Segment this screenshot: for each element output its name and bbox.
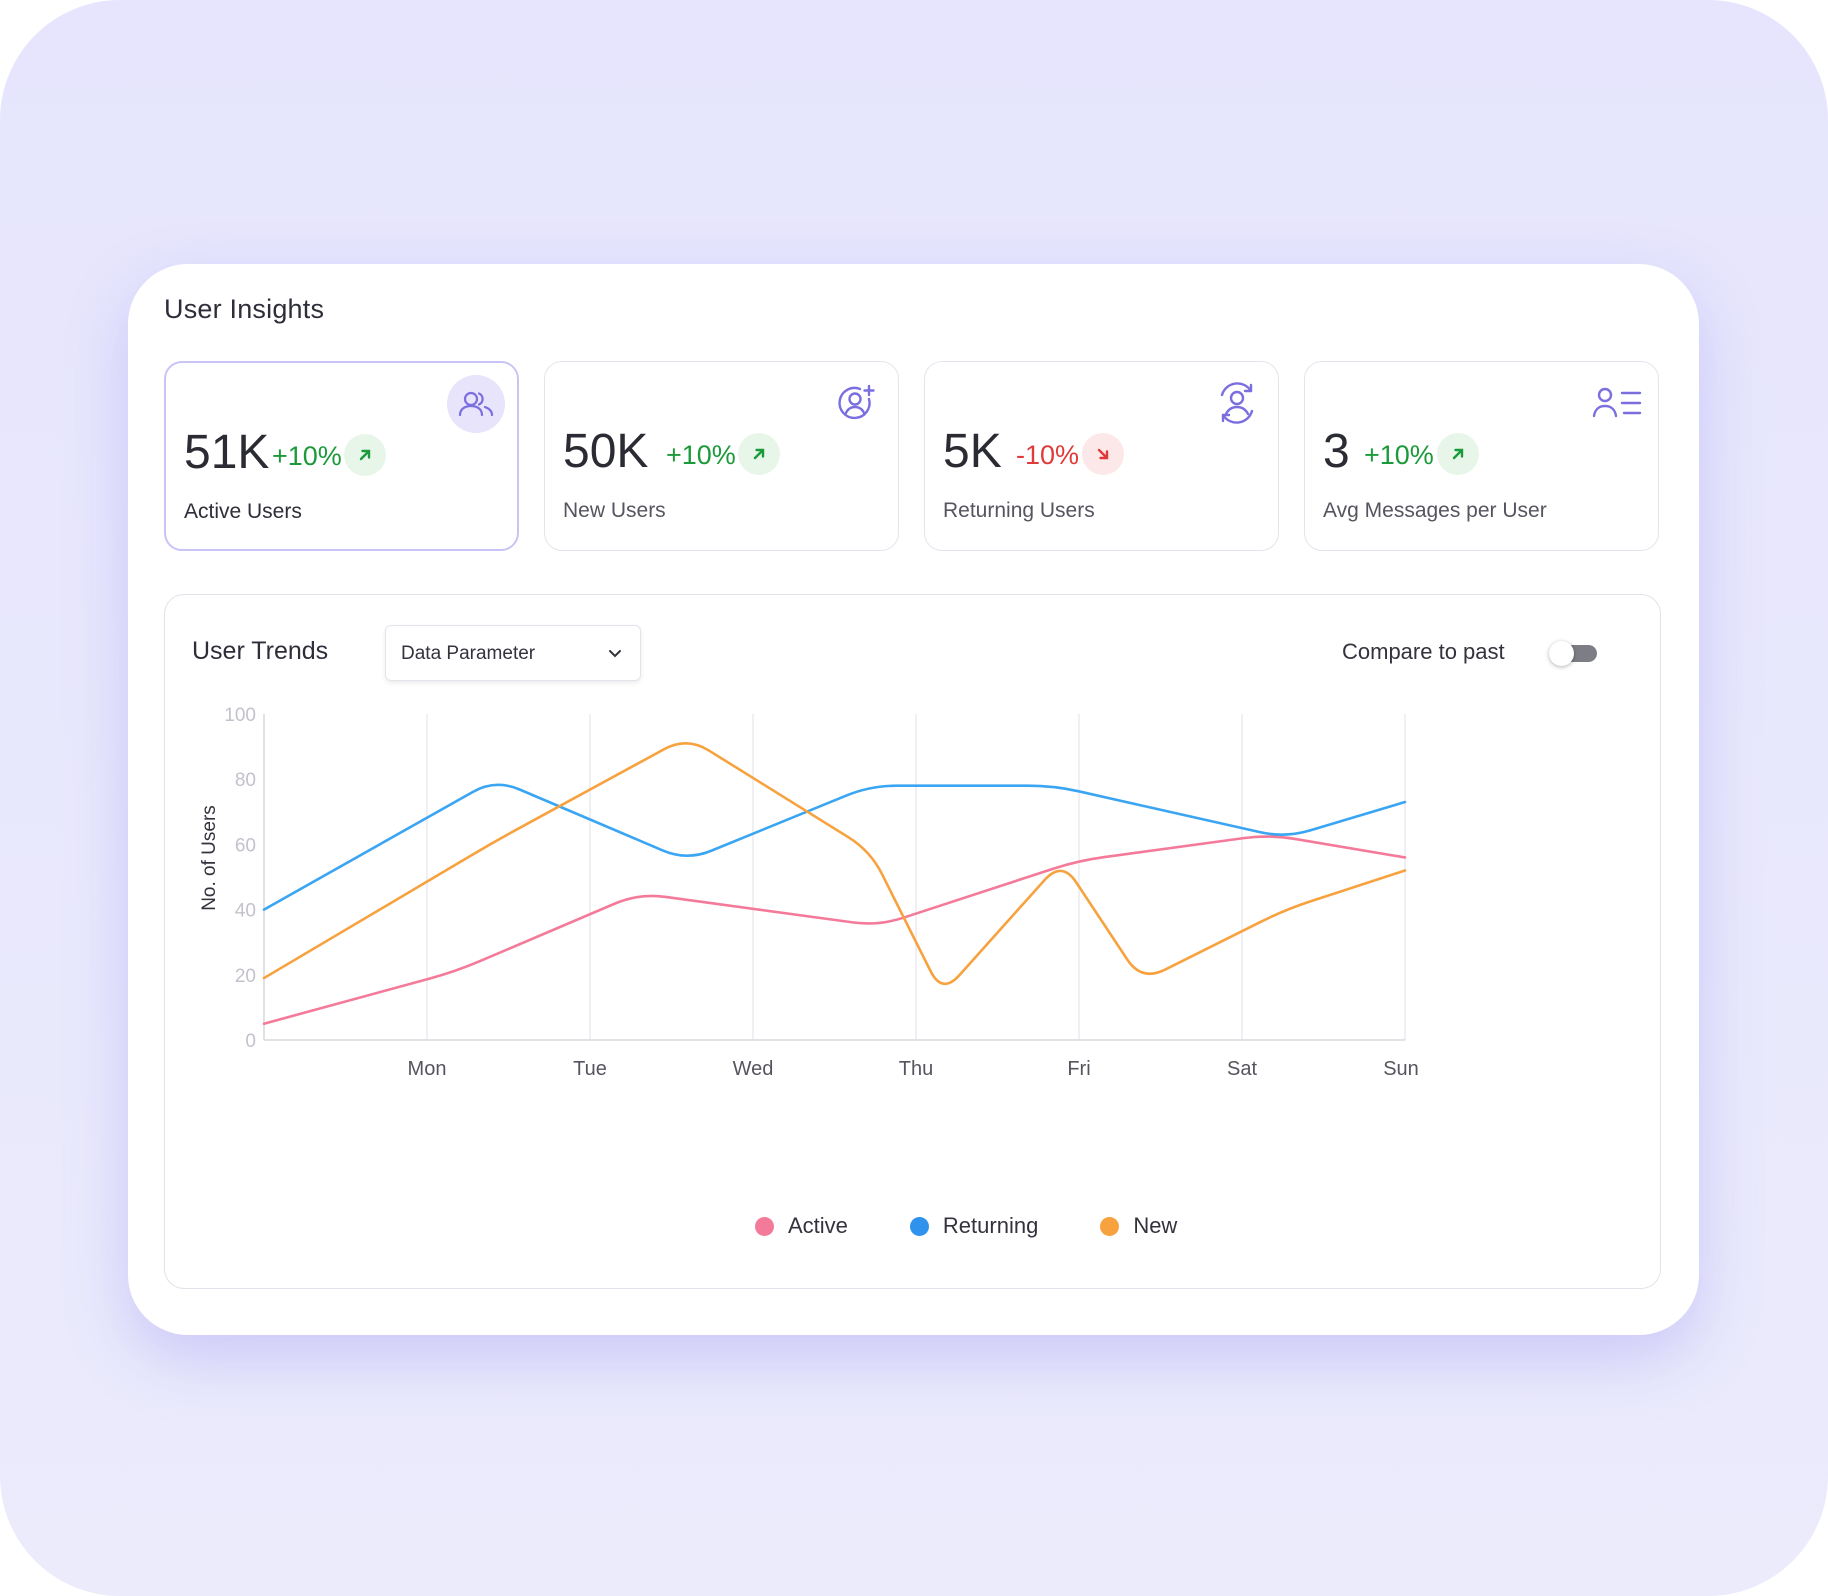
legend-label: Active (788, 1213, 848, 1238)
legend-label: New (1133, 1213, 1178, 1238)
x-tick-label: Fri (1067, 1058, 1090, 1080)
legend-item-new[interactable]: New (1100, 1213, 1177, 1239)
legend-dot (1100, 1216, 1120, 1236)
x-tick-label: Sat (1227, 1058, 1257, 1080)
card-value: 51K (184, 426, 270, 479)
user-list-icon (1588, 374, 1646, 432)
series-line-returning[interactable] (262, 783, 1407, 911)
user-refresh-icon (1208, 374, 1266, 432)
series-line-new[interactable] (262, 742, 1407, 986)
toggle-knob (1549, 641, 1574, 666)
arrow-up-right-icon (738, 433, 780, 475)
chart-legend: Active Returning New (755, 1213, 1177, 1239)
card-value: 50K (563, 425, 649, 478)
y-tick-label: 20 (235, 966, 256, 987)
legend-dot (755, 1216, 774, 1236)
user-trends-section: User Trends Data Parameter Compare to pa… (164, 594, 1661, 1289)
compare-to-past-label: Compare to past (1342, 639, 1505, 664)
y-tick-label: 60 (235, 835, 256, 856)
y-tick-label: 100 (224, 705, 256, 726)
user-plus-icon (828, 374, 886, 432)
card-delta: +10% (1364, 440, 1434, 470)
compare-to-past-toggle[interactable] (1549, 641, 1597, 666)
dropdown-selected-value: Data Parameter (401, 643, 536, 664)
card-label: Avg Messages per User (1323, 499, 1547, 522)
x-tick-label: Mon (408, 1058, 447, 1080)
card-label: Returning Users (943, 499, 1095, 522)
series-line-active[interactable] (262, 835, 1407, 1025)
legend-label: Returning (942, 1213, 1039, 1238)
arrow-up-right-icon (344, 434, 386, 476)
x-tick-label: Sun (1383, 1058, 1419, 1080)
y-axis-label: No. of Users (199, 805, 220, 911)
trends-title: User Trends (192, 637, 329, 665)
card-delta: -10% (1016, 440, 1080, 470)
card-delta: +10% (666, 440, 736, 470)
arrow-up-right-icon (1437, 433, 1479, 475)
y-tick-label: 40 (235, 901, 256, 922)
card-value: 5K (943, 425, 1002, 478)
card-label: New Users (563, 499, 666, 522)
avg-messages-card[interactable]: 3 +10% Avg Messages per User (1304, 361, 1659, 551)
chevron-down-icon (608, 646, 622, 664)
y-tick-label: 80 (235, 770, 256, 791)
card-delta: +10% (272, 441, 342, 471)
card-value: 3 (1323, 425, 1350, 478)
legend-item-active[interactable]: Active (755, 1213, 848, 1239)
y-tick-label: 0 (245, 1031, 256, 1052)
x-tick-label: Tue (573, 1058, 607, 1080)
returning-users-card[interactable]: 5K -10% Returning Users (924, 361, 1279, 551)
data-parameter-dropdown[interactable]: Data Parameter (385, 625, 641, 681)
panel-title: User Insights (164, 294, 325, 324)
legend-dot (909, 1216, 929, 1236)
legend-item-returning[interactable]: Returning (909, 1213, 1039, 1239)
card-label: Active Users (184, 500, 302, 523)
user-insights-panel: User Insights 51K +10% Active Users (128, 264, 1699, 1335)
arrow-down-right-icon (1082, 433, 1124, 475)
user-trends-chart: 0 20 40 60 80 100 Mon Tue Wed Thu Fri Sat Sun No. of… (199, 705, 1419, 1080)
users-icon (447, 375, 505, 433)
x-tick-label: Wed (733, 1058, 774, 1080)
x-tick-label: Thu (899, 1058, 933, 1080)
active-users-card[interactable]: 51K +10% Active Users (164, 361, 519, 551)
new-users-card[interactable]: 50K +10% New Users (544, 361, 899, 551)
